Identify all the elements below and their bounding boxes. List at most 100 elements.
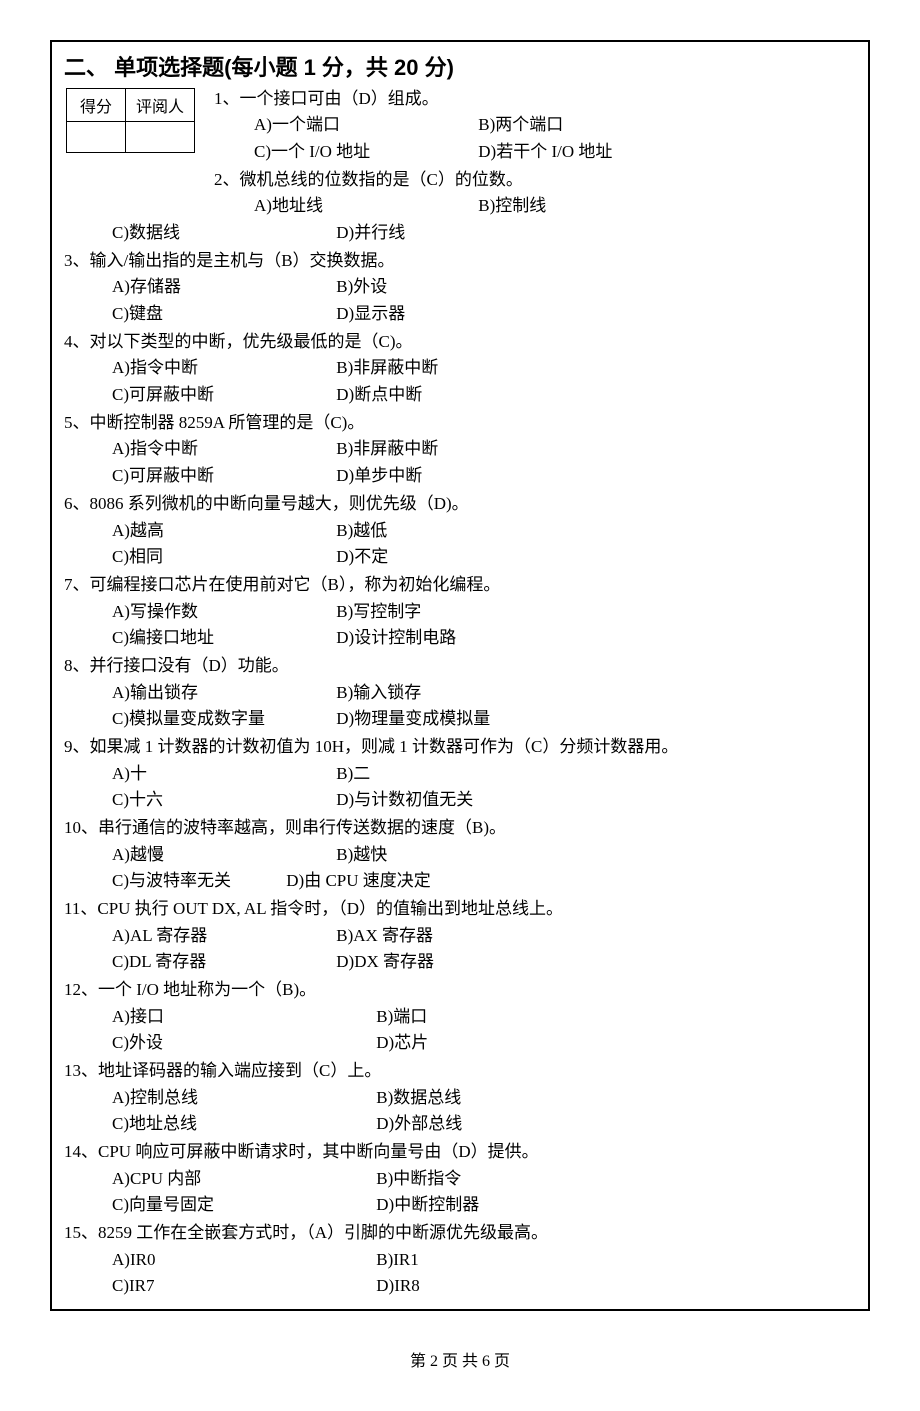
question-options: A)存储器 B)外设 C)键盘 D)显示器: [112, 274, 856, 327]
scorebox-header-score: 得分: [67, 89, 126, 122]
question-options: A)输出锁存 B)输入锁存 C)模拟量变成数字量 D)物理量变成模拟量: [112, 680, 856, 733]
question-number: 1、: [214, 89, 240, 108]
question-stem: 14、CPU 响应可屏蔽中断请求时，其中断向量号由（D）提供。: [64, 1139, 856, 1165]
option-d: D)设计控制电路: [336, 625, 456, 651]
scorebox-header-reviewer: 评阅人: [126, 89, 195, 122]
option-b: B)写控制字: [336, 599, 421, 625]
question-options: A)越高 B)越低 C)相同 D)不定: [112, 518, 856, 571]
option-c: C)模拟量变成数字量: [112, 706, 332, 732]
question-text: 串行通信的波特率越高，则串行传送数据的速度（B)。: [98, 818, 506, 837]
question-stem: 12、一个 I/O 地址称为一个（B)。: [64, 977, 856, 1003]
question-text: CPU 执行 OUT DX, AL 指令时，（D）的值输出到地址总线上。: [97, 899, 563, 918]
option-c: C)可屏蔽中断: [112, 382, 332, 408]
option-c: C)相同: [112, 544, 332, 570]
question-options: A)写操作数 B)写控制字 C)编接口地址 D)设计控制电路: [112, 599, 856, 652]
question-stem: 3、输入/输出指的是主机与（B）交换数据。: [64, 248, 856, 274]
option-d: D)由 CPU 速度决定: [286, 868, 431, 894]
section-title: 二、 单项选择题(每小题 1 分，共 20 分): [64, 50, 856, 82]
question-stem: 1、一个接口可由（D）组成。: [214, 86, 856, 112]
option-c: C)IR7: [112, 1273, 372, 1299]
question-number: 4、: [64, 332, 90, 351]
page-footer: 第 2 页 共 6 页: [30, 1347, 890, 1371]
question-options: A)指令中断 B)非屏蔽中断 C)可屏蔽中断 D)断点中断: [112, 355, 856, 408]
option-a: A)输出锁存: [112, 680, 332, 706]
question-number: 5、: [64, 413, 90, 432]
option-b: B)端口: [376, 1004, 427, 1030]
question-text: 可编程接口芯片在使用前对它（B），称为初始化编程。: [90, 575, 501, 594]
option-d: D)芯片: [376, 1030, 428, 1056]
option-a: A)AL 寄存器: [112, 923, 332, 949]
option-d: D)物理量变成模拟量: [336, 706, 490, 732]
option-b: B)越低: [336, 518, 387, 544]
option-d: D)DX 寄存器: [336, 949, 434, 975]
option-c: C)外设: [112, 1030, 372, 1056]
question-text: 一个 I/O 地址称为一个（B)。: [98, 980, 316, 999]
question-stem: 5、中断控制器 8259A 所管理的是（C)。: [64, 410, 856, 436]
option-c: C)一个 I/O 地址: [254, 139, 474, 165]
question-stem: 2、微机总线的位数指的是（C）的位数。: [214, 167, 856, 193]
option-a: A)写操作数: [112, 599, 332, 625]
option-a: A)指令中断: [112, 436, 332, 462]
question-options: A)AL 寄存器 B)AX 寄存器 C)DL 寄存器 D)DX 寄存器: [112, 923, 856, 976]
question-stem: 10、串行通信的波特率越高，则串行传送数据的速度（B)。: [64, 815, 856, 841]
option-a: A)十: [112, 761, 332, 787]
option-a: A)CPU 内部: [112, 1166, 372, 1192]
question-options: A)接口 B)端口 C)外设 D)芯片: [112, 1004, 856, 1057]
option-c: C)DL 寄存器: [112, 949, 332, 975]
page-frame: 二、 单项选择题(每小题 1 分，共 20 分) 得分 评阅人 1、一个接口可由…: [50, 40, 870, 1311]
option-b: B)中断指令: [376, 1166, 461, 1192]
question-text: 中断控制器 8259A 所管理的是（C)。: [90, 413, 365, 432]
questions-container: 1、一个接口可由（D）组成。 A)一个端口 B)两个端口 C)一个 I/O 地址…: [64, 86, 856, 1299]
question-stem: 13、地址译码器的输入端应接到（C）上。: [64, 1058, 856, 1084]
option-d: D)断点中断: [336, 382, 422, 408]
section-number: 二、: [64, 55, 108, 80]
question-text: 一个接口可由（D）组成。: [240, 89, 439, 108]
option-d: D)若干个 I/O 地址: [478, 139, 612, 165]
question-number: 11、: [64, 899, 97, 918]
question-text: 8259 工作在全嵌套方式时，（A）引脚的中断源优先级最高。: [98, 1223, 548, 1242]
question-text: 对以下类型的中断，优先级最低的是（C)。: [90, 332, 413, 351]
question-number: 8、: [64, 656, 90, 675]
question-text: 微机总线的位数指的是（C）的位数。: [240, 170, 523, 189]
option-d: D)单步中断: [336, 463, 422, 489]
option-b: B)输入锁存: [336, 680, 421, 706]
question-number: 9、: [64, 737, 90, 756]
scorebox-cell-score: [67, 122, 126, 153]
question-options: A)CPU 内部 B)中断指令 C)向量号固定 D)中断控制器: [112, 1166, 856, 1219]
question-options: A)地址线 B)控制线: [254, 193, 856, 219]
question-number: 7、: [64, 575, 90, 594]
question-text: 如果减 1 计数器的计数初值为 10H，则减 1 计数器可作为（C）分频计数器用…: [90, 737, 679, 756]
option-b: B)非屏蔽中断: [336, 355, 438, 381]
question-text: CPU 响应可屏蔽中断请求时，其中断向量号由（D）提供。: [98, 1142, 539, 1161]
option-a: A)存储器: [112, 274, 332, 300]
question-options: C)数据线 D)并行线: [112, 220, 856, 246]
option-c: C)编接口地址: [112, 625, 332, 651]
option-c: C)与波特率无关: [112, 868, 282, 894]
option-b: B)数据总线: [376, 1085, 461, 1111]
question-stem: 7、可编程接口芯片在使用前对它（B），称为初始化编程。: [64, 572, 856, 598]
question-stem: 4、对以下类型的中断，优先级最低的是（C)。: [64, 329, 856, 355]
option-b: B)非屏蔽中断: [336, 436, 438, 462]
option-c: C)数据线: [112, 220, 332, 246]
question-number: 12、: [64, 980, 98, 999]
option-b: B)二: [336, 761, 370, 787]
option-c: C)可屏蔽中断: [112, 463, 332, 489]
question-stem: 15、8259 工作在全嵌套方式时，（A）引脚的中断源优先级最高。: [64, 1220, 856, 1246]
option-c: C)向量号固定: [112, 1192, 372, 1218]
option-d: D)不定: [336, 544, 388, 570]
question-stem: 8、并行接口没有（D）功能。: [64, 653, 856, 679]
option-c: C)十六: [112, 787, 332, 813]
question-stem: 11、CPU 执行 OUT DX, AL 指令时，（D）的值输出到地址总线上。: [64, 896, 856, 922]
page-number: 第 2 页 共 6 页: [410, 1353, 510, 1370]
scorebox-cell-reviewer: [126, 122, 195, 153]
question-number: 3、: [64, 251, 90, 270]
question-options: A)越慢 B)越快 C)与波特率无关 D)由 CPU 速度决定: [112, 842, 856, 895]
option-d: D)与计数初值无关: [336, 787, 473, 813]
question-text: 地址译码器的输入端应接到（C）上。: [98, 1061, 381, 1080]
option-c: C)地址总线: [112, 1111, 372, 1137]
question-number: 13、: [64, 1061, 98, 1080]
question-number: 10、: [64, 818, 98, 837]
question-text: 并行接口没有（D）功能。: [90, 656, 289, 675]
question-options: A)指令中断 B)非屏蔽中断 C)可屏蔽中断 D)单步中断: [112, 436, 856, 489]
option-c: C)键盘: [112, 301, 332, 327]
